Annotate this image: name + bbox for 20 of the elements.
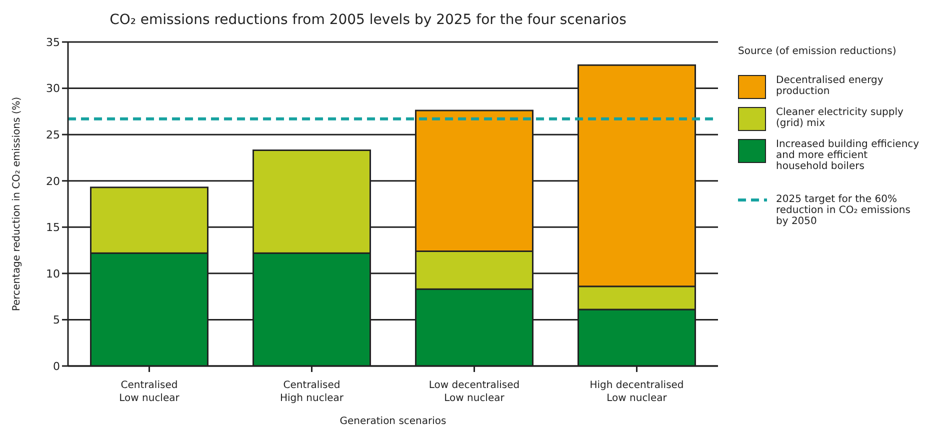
y-tick-label: 0 xyxy=(53,360,60,373)
legend-label: Decentralised energy production xyxy=(776,75,884,97)
legend-label: 2025 target for the 60% reduction in CO₂ emissions by 2050 xyxy=(776,194,912,227)
y-tick-label: 5 xyxy=(53,314,60,327)
legend-label: Cleaner electricity supply (grid) mix xyxy=(776,107,904,129)
legend-label: Increased building efficiency and more efficient household boilers xyxy=(776,139,920,172)
y-tick-label: 20 xyxy=(46,174,60,188)
x-tick-label: High decentralised Low nuclear xyxy=(590,380,684,404)
y-axis-title: Percentage reduction in CO₂ emissions (%) xyxy=(12,96,23,312)
x-tick-label: Centralised Low nuclear xyxy=(119,380,180,404)
y-tick-label: 25 xyxy=(46,128,60,142)
x-tick-label: Centralised High nuclear xyxy=(280,380,344,404)
y-tick-label: 15 xyxy=(46,221,60,234)
y-tick-label: 35 xyxy=(46,36,60,49)
legend-title: Source (of emission reductions) xyxy=(738,46,898,57)
y-tick-label: 10 xyxy=(46,267,60,280)
y-tick-label: 30 xyxy=(46,82,60,96)
chart-title: CO₂ emissions reductions from 2005 levels by 2025 for the four scenarios xyxy=(108,12,628,28)
x-tick-label: Low decentralised Low nuclear xyxy=(428,380,520,404)
x-axis-title: Generation scenarios xyxy=(340,416,446,427)
